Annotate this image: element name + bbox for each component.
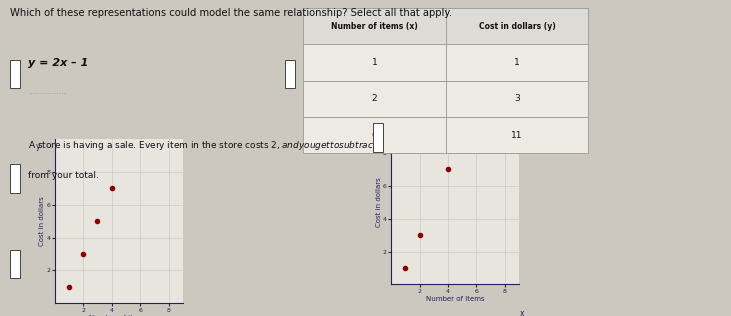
X-axis label: Number of items: Number of items	[425, 296, 485, 302]
Text: y: y	[36, 142, 40, 151]
Text: 3: 3	[515, 94, 520, 103]
Text: Number of items (x): Number of items (x)	[331, 21, 418, 31]
Y-axis label: Cost in dollars: Cost in dollars	[39, 196, 45, 246]
Text: from your total.: from your total.	[28, 171, 99, 179]
Text: 1: 1	[515, 58, 520, 67]
Text: x: x	[520, 309, 524, 316]
Text: A store is having a sale. Every item in the store costs $2, and you get to subtr: A store is having a sale. Every item in …	[28, 139, 382, 152]
Text: ................: ................	[28, 87, 66, 96]
Text: 6: 6	[372, 131, 377, 140]
Text: y = 2x – 1: y = 2x – 1	[28, 58, 88, 68]
Text: 11: 11	[512, 131, 523, 140]
Text: Which of these representations could model the same relationship? Select all tha: Which of these representations could mod…	[10, 8, 452, 18]
Text: 1: 1	[372, 58, 377, 67]
Y-axis label: Cost in dollars: Cost in dollars	[376, 177, 382, 227]
X-axis label: Number of items: Number of items	[89, 315, 148, 316]
Text: Cost in dollars (y): Cost in dollars (y)	[479, 21, 556, 31]
Text: 2: 2	[372, 94, 377, 103]
Text: y: y	[372, 123, 376, 132]
